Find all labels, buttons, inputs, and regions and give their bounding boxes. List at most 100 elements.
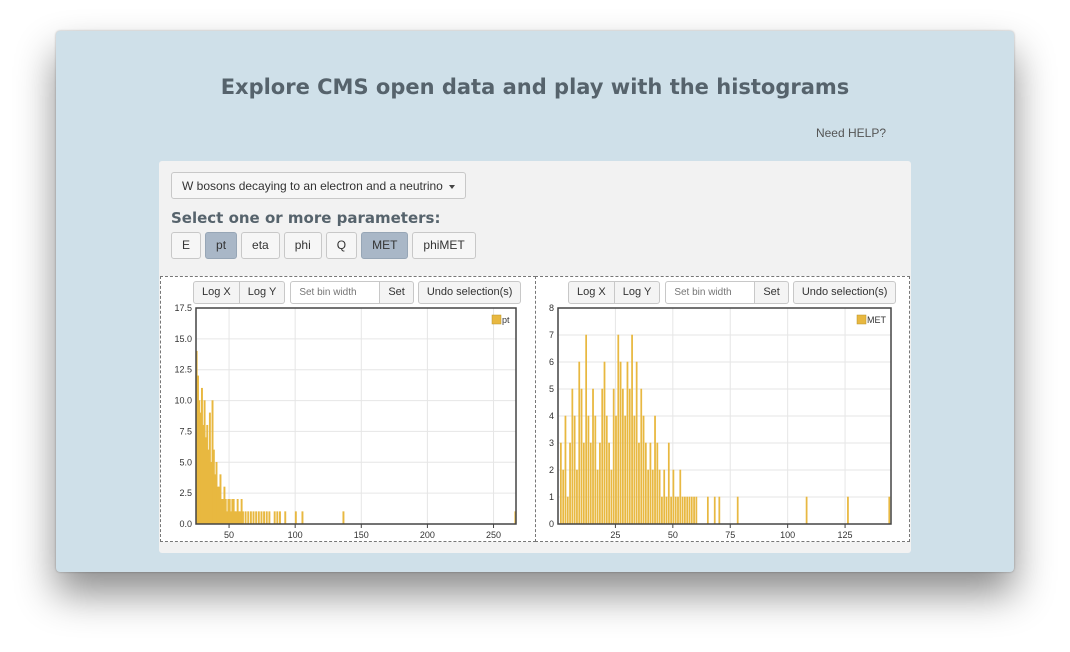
- dataset-dropdown-label: W bosons decaying to an electron and a n…: [182, 179, 443, 193]
- histogram-bar: [647, 469, 650, 525]
- param-button-e[interactable]: E: [171, 232, 202, 259]
- histogram-bar: [284, 511, 287, 525]
- histogram-bar: [656, 442, 659, 525]
- undo-selection-button[interactable]: Undo selection(s): [417, 281, 522, 304]
- chart-pt[interactable]: 0.0 2.5 5.0 7.5 10.0 12.5 15.0 17.5 50 100 150 200 2…: [161, 303, 535, 541]
- chart-pt-container: Log X Log Y Set Undo selection(s) 0.0 2.5…: [160, 276, 536, 542]
- histogram-bar: [564, 415, 567, 525]
- histogram-bar: [695, 496, 698, 525]
- param-button-phimet[interactable]: phiMET: [412, 232, 476, 259]
- chart-met-container: Log X Log Y Set Undo selection(s) 0 1 2 3 4 5…: [535, 276, 910, 542]
- y-tick-label: 6: [549, 357, 554, 367]
- y-tick-label: 8: [549, 303, 554, 313]
- histogram-bar: [252, 511, 255, 525]
- histogram-bar: [693, 496, 695, 525]
- histogram-bar: [268, 511, 271, 525]
- x-tick-label: 75: [725, 530, 735, 540]
- histogram-bar: [585, 334, 588, 525]
- histogram-bar: [276, 511, 279, 525]
- x-tick-label: 200: [420, 530, 435, 540]
- histogram-bar: [642, 415, 645, 525]
- histogram-bar: [573, 415, 576, 525]
- histogram-bar: [619, 361, 622, 525]
- param-button-phi[interactable]: phi: [283, 232, 322, 259]
- histogram-bar: [241, 511, 244, 525]
- y-tick-label: 1: [549, 492, 554, 502]
- x-tick-label: 125: [838, 530, 853, 540]
- param-button-pt[interactable]: pt: [205, 232, 238, 259]
- log-x-button[interactable]: Log X: [193, 281, 240, 304]
- histogram-bar: [658, 469, 661, 525]
- histogram-bar: [592, 388, 594, 525]
- histogram-bar: [805, 496, 808, 525]
- histogram-bar: [665, 496, 668, 525]
- histogram-bar: [663, 469, 666, 525]
- param-button-q[interactable]: Q: [325, 232, 358, 259]
- params-label: Select one or more parameters:: [171, 209, 441, 227]
- histogram-bar: [582, 442, 585, 525]
- y-tick-label: 17.5: [174, 303, 192, 313]
- set-bin-button[interactable]: Set: [755, 281, 789, 304]
- y-tick-label: 7: [549, 330, 554, 340]
- histogram-bar: [571, 388, 574, 525]
- legend-swatch: [856, 314, 867, 325]
- y-tick-label: 0: [549, 519, 554, 529]
- histogram-bar: [610, 469, 613, 525]
- app-window: Explore CMS open data and play with the …: [56, 31, 1014, 572]
- set-bin-button[interactable]: Set: [380, 281, 414, 304]
- y-tick-label: 7.5: [179, 426, 192, 436]
- histogram-bar: [847, 496, 849, 525]
- histogram-bar: [601, 388, 604, 525]
- histogram-bar: [247, 511, 250, 525]
- log-y-button[interactable]: Log Y: [239, 281, 286, 304]
- param-button-met[interactable]: MET: [361, 232, 409, 259]
- histogram-bar: [615, 415, 617, 525]
- histogram-bar: [649, 442, 652, 525]
- undo-selection-button[interactable]: Undo selection(s): [792, 281, 897, 304]
- y-tick-label: 0.0: [179, 519, 192, 529]
- y-tick-label: 5.0: [179, 457, 192, 467]
- histogram-bar: [605, 415, 608, 525]
- y-tick-label: 2: [549, 465, 554, 475]
- chart-pt-toolbar: Log X Log Y Set Undo selection(s): [193, 281, 522, 304]
- charts-area: Log X Log Y Set Undo selection(s) 0.0 2.5…: [159, 276, 911, 542]
- histogram-bar: [576, 469, 578, 525]
- histogram-bar: [670, 496, 672, 525]
- histogram-bar: [255, 511, 258, 525]
- legend-label: pt: [502, 315, 510, 325]
- histogram-bar: [263, 511, 266, 525]
- x-tick-label: 50: [224, 530, 234, 540]
- histogram-bar: [566, 496, 569, 525]
- chart-met[interactable]: 0 1 2 3 4 5 6 7 8 25 50 75 100 125 MET: [536, 303, 909, 541]
- histogram-bar: [617, 334, 620, 525]
- histogram-bar: [713, 496, 716, 525]
- dataset-dropdown[interactable]: W bosons decaying to an electron and a n…: [171, 172, 467, 199]
- histogram-bar: [672, 469, 675, 525]
- histogram-bar: [686, 496, 689, 525]
- x-tick-label: 150: [354, 530, 369, 540]
- param-button-eta[interactable]: eta: [241, 232, 280, 259]
- histogram-bar: [681, 496, 684, 525]
- log-x-button[interactable]: Log X: [568, 281, 615, 304]
- histogram-bar: [612, 388, 615, 525]
- histogram-bar: [594, 415, 597, 525]
- page-title: Explore CMS open data and play with the …: [220, 75, 850, 99]
- legend-swatch: [491, 314, 502, 325]
- histogram-bar: [635, 361, 638, 525]
- histogram-bar: [624, 415, 627, 525]
- y-tick-label: 4: [549, 411, 554, 421]
- histogram-bar: [257, 511, 260, 525]
- histogram-bar: [622, 388, 624, 525]
- bin-width-input[interactable]: [290, 281, 381, 304]
- histogram-bar: [559, 442, 562, 525]
- histogram-bar: [587, 415, 590, 525]
- histogram-bar: [677, 496, 679, 525]
- histogram-bar: [273, 511, 276, 525]
- histogram-bar: [578, 361, 581, 525]
- log-y-button[interactable]: Log Y: [614, 281, 661, 304]
- histogram-bar: [718, 496, 721, 525]
- histogram-bar: [706, 496, 709, 525]
- help-link[interactable]: Need HELP?: [815, 126, 886, 140]
- histogram-bar: [674, 496, 677, 525]
- bin-width-input[interactable]: [665, 281, 756, 304]
